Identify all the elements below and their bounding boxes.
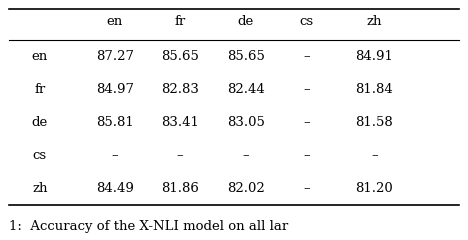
Text: fr: fr	[34, 83, 45, 96]
Text: –: –	[303, 149, 310, 162]
Text: –: –	[371, 149, 378, 162]
Text: 81.86: 81.86	[161, 182, 199, 195]
Text: 82.83: 82.83	[161, 83, 199, 96]
Text: –: –	[242, 149, 249, 162]
Text: –: –	[177, 149, 183, 162]
Text: en: en	[107, 15, 123, 29]
Text: 85.65: 85.65	[161, 50, 199, 63]
Text: –: –	[303, 182, 310, 195]
Text: 85.81: 85.81	[96, 116, 133, 129]
Text: –: –	[303, 50, 310, 63]
Text: 82.02: 82.02	[227, 182, 264, 195]
Text: en: en	[32, 50, 48, 63]
Text: de: de	[238, 15, 254, 29]
Text: cs: cs	[300, 15, 314, 29]
Text: 81.84: 81.84	[356, 83, 393, 96]
Text: –: –	[303, 116, 310, 129]
Text: 84.49: 84.49	[96, 182, 133, 195]
Text: 81.58: 81.58	[356, 116, 393, 129]
Text: zh: zh	[366, 15, 382, 29]
Text: 81.20: 81.20	[356, 182, 393, 195]
Text: 82.44: 82.44	[227, 83, 264, 96]
Text: 83.05: 83.05	[227, 116, 264, 129]
Text: 1:  Accuracy of the X-NLI model on all lar: 1: Accuracy of the X-NLI model on all la…	[9, 220, 289, 233]
Text: cs: cs	[33, 149, 47, 162]
Text: 84.91: 84.91	[356, 50, 393, 63]
Text: de: de	[32, 116, 48, 129]
Text: 85.65: 85.65	[227, 50, 264, 63]
Text: 84.97: 84.97	[95, 83, 134, 96]
Text: zh: zh	[32, 182, 48, 195]
Text: –: –	[303, 83, 310, 96]
Text: 83.41: 83.41	[161, 116, 199, 129]
Text: fr: fr	[175, 15, 186, 29]
Text: –: –	[111, 149, 118, 162]
Text: 87.27: 87.27	[95, 50, 134, 63]
